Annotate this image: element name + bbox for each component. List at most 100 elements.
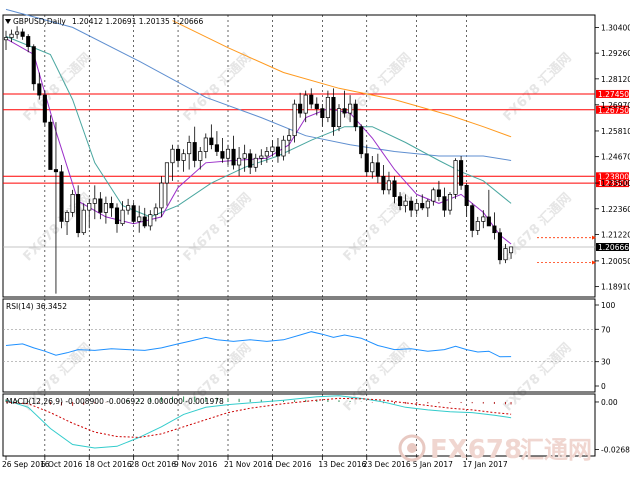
dropdown-triangle-icon[interactable]	[5, 19, 11, 24]
candle	[170, 144, 175, 181]
candle	[31, 44, 36, 91]
candle	[26, 34, 31, 53]
candle	[303, 90, 308, 123]
level-label-box	[596, 179, 629, 188]
candle	[436, 180, 441, 202]
date-tick-label: 5 Jan 2017	[413, 460, 453, 469]
macd-label: MACD(12,26,9) -0.008900 -0.006922 0.0000…	[6, 397, 224, 406]
candle	[442, 187, 447, 217]
date-tick-label: 6 Oct 2016	[41, 460, 83, 469]
candle	[109, 196, 114, 217]
candle	[336, 104, 342, 132]
rsi-panel-frame	[2, 298, 596, 393]
candle	[353, 99, 358, 132]
candle	[298, 92, 303, 118]
ohlc-readout: 1.20412 1.20691 1.20135 1.20666	[72, 17, 203, 26]
candle	[486, 189, 491, 227]
candlesticks	[3, 26, 514, 294]
level-label: 1.26750	[598, 106, 629, 115]
candle	[81, 203, 86, 235]
price-tick-label: 1.21220	[601, 231, 630, 240]
watermark-tiles: FX678 汇通网 FX678 汇通网 FX678 汇通网 FX678 汇通网 FX67…	[20, 50, 575, 415]
candle	[114, 203, 120, 233]
candle	[425, 198, 430, 217]
candle	[264, 146, 269, 163]
candle	[103, 196, 108, 224]
price-tick-label: 1.29260	[601, 49, 630, 58]
candle	[364, 144, 369, 177]
candle	[137, 205, 142, 233]
current-price-box	[596, 243, 629, 252]
price-tick-label: 1.18910	[601, 283, 630, 292]
price-tick-label: 1.22360	[601, 205, 630, 214]
date-tick-label: 13 Dec 2016	[318, 460, 366, 469]
candle	[270, 140, 275, 156]
level-label: 1.23800	[598, 172, 629, 181]
candle	[475, 216, 480, 235]
candle	[348, 95, 353, 123]
candle	[331, 88, 336, 136]
candle	[481, 210, 486, 229]
price-tick-label: 1.28120	[601, 75, 630, 84]
candle	[314, 97, 319, 116]
candle	[359, 124, 364, 159]
rsi-label: RSI(14) 36.3452	[6, 302, 67, 311]
candle	[192, 126, 197, 168]
candle	[214, 131, 219, 156]
candle	[87, 198, 92, 229]
date-tick-label: 17 Jan 2017	[463, 460, 508, 469]
rsi-layer: 100 70 30 0	[3, 301, 616, 391]
vertical-grid	[44, 15, 467, 456]
watermark-tile: FX678 汇通网	[340, 190, 415, 265]
watermark-tile: FX678 汇通网	[20, 50, 95, 125]
candle	[386, 171, 392, 195]
candle	[9, 29, 14, 43]
ma-blue-line	[5, 8, 512, 161]
candle	[142, 207, 147, 229]
watermark-tile: FX678 汇通网	[340, 340, 415, 415]
candle	[76, 185, 81, 238]
candle	[198, 146, 203, 170]
candle	[231, 135, 236, 170]
candle	[459, 156, 464, 190]
candle	[492, 212, 497, 240]
price-panel-frame	[2, 14, 596, 298]
rsi-tick-label: 100	[601, 301, 616, 310]
candle	[253, 153, 258, 172]
candle	[181, 149, 186, 172]
watermark-tile: FX678 汇通网	[180, 190, 255, 265]
level-label-box	[596, 105, 629, 114]
candle	[64, 210, 70, 235]
candle	[292, 99, 297, 143]
macd-tick-label: 0.00	[601, 398, 618, 407]
candle	[131, 202, 136, 224]
candle	[20, 28, 25, 40]
price-tick-label: 1.25810	[601, 127, 630, 136]
macd-signal-line	[5, 397, 512, 438]
candle	[203, 133, 208, 159]
candle	[187, 135, 192, 170]
price-tick-label: 1.20050	[601, 257, 630, 266]
level-label-box	[596, 172, 629, 181]
candle	[409, 196, 414, 217]
candle	[237, 146, 242, 177]
price-tick-label: 1.23500	[601, 179, 630, 188]
candle	[242, 144, 247, 172]
candle	[453, 158, 458, 199]
candle	[325, 90, 330, 123]
price-tick-label: 1.26970	[601, 101, 630, 110]
macd-tick-label: -0.026827	[601, 445, 630, 454]
candle	[381, 165, 386, 195]
candle	[37, 72, 42, 100]
candle	[403, 194, 408, 213]
rsi-tick-label: 70	[601, 325, 611, 334]
candle	[464, 183, 469, 217]
price-axis: 1.30400 1.29260 1.28120 1.26970 1.25810 1.246…	[595, 23, 630, 292]
watermark-tile: FX678 汇通网	[180, 50, 255, 125]
target-arrow-icon	[592, 235, 596, 240]
macd-panel-frame	[2, 393, 596, 457]
fx678-logo: FX678 汇通网	[398, 434, 592, 465]
candle	[220, 137, 225, 163]
